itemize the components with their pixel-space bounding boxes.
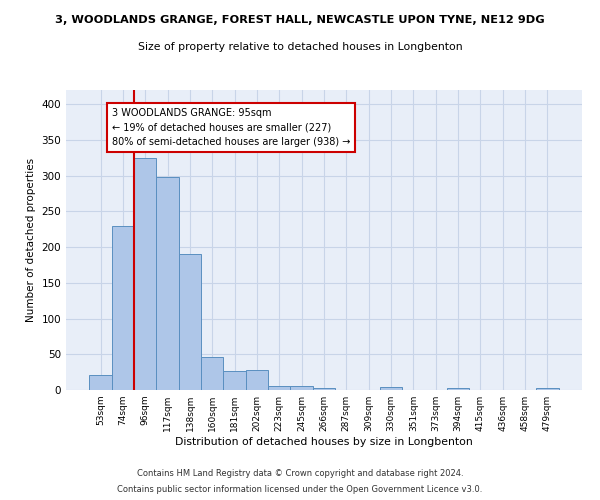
Text: Size of property relative to detached houses in Longbenton: Size of property relative to detached ho… bbox=[137, 42, 463, 52]
Bar bbox=[134, 158, 157, 390]
Bar bbox=[179, 254, 201, 390]
Bar bbox=[290, 386, 313, 390]
Bar bbox=[313, 388, 335, 390]
Text: Contains HM Land Registry data © Crown copyright and database right 2024.: Contains HM Land Registry data © Crown c… bbox=[137, 468, 463, 477]
Bar bbox=[536, 388, 559, 390]
Bar bbox=[447, 388, 469, 390]
Bar bbox=[246, 370, 268, 390]
Text: 3 WOODLANDS GRANGE: 95sqm
← 19% of detached houses are smaller (227)
80% of semi: 3 WOODLANDS GRANGE: 95sqm ← 19% of detac… bbox=[112, 108, 350, 148]
Y-axis label: Number of detached properties: Number of detached properties bbox=[26, 158, 36, 322]
Bar bbox=[89, 375, 112, 390]
Bar bbox=[380, 387, 402, 390]
Bar bbox=[201, 357, 223, 390]
Text: Contains public sector information licensed under the Open Government Licence v3: Contains public sector information licen… bbox=[118, 485, 482, 494]
Bar bbox=[223, 370, 246, 390]
Bar bbox=[268, 386, 290, 390]
Bar bbox=[157, 177, 179, 390]
Text: 3, WOODLANDS GRANGE, FOREST HALL, NEWCASTLE UPON TYNE, NE12 9DG: 3, WOODLANDS GRANGE, FOREST HALL, NEWCAS… bbox=[55, 15, 545, 25]
X-axis label: Distribution of detached houses by size in Longbenton: Distribution of detached houses by size … bbox=[175, 437, 473, 447]
Bar bbox=[112, 226, 134, 390]
